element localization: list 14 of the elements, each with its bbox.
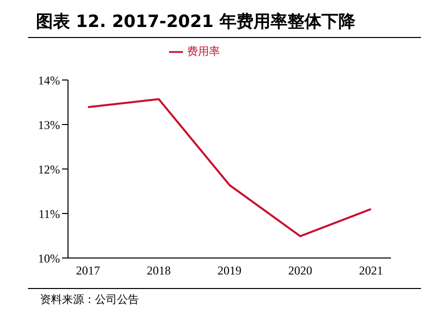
x-tick-label: 2020 bbox=[288, 264, 312, 278]
x-tick-label: 2017 bbox=[76, 264, 100, 278]
y-tick-label: 10% bbox=[38, 251, 60, 266]
text: 资料来源：公司公告 bbox=[40, 292, 140, 307]
y-tick-label: 14% bbox=[38, 73, 60, 88]
chart-title: 图表 12. 2017-2021 年费用率整体下降 bbox=[28, 8, 421, 38]
x-tick-label: 2018 bbox=[146, 264, 171, 278]
y-tick-label: 12% bbox=[38, 162, 60, 176]
legend-label: 费用率 bbox=[187, 45, 220, 58]
y-tick-label: 11% bbox=[38, 206, 60, 221]
y-tick-label: 13% bbox=[38, 118, 60, 132]
x-tick-label: 2019 bbox=[218, 264, 242, 278]
line-series bbox=[87, 98, 372, 238]
x-tick-label: 2021 bbox=[359, 264, 383, 278]
